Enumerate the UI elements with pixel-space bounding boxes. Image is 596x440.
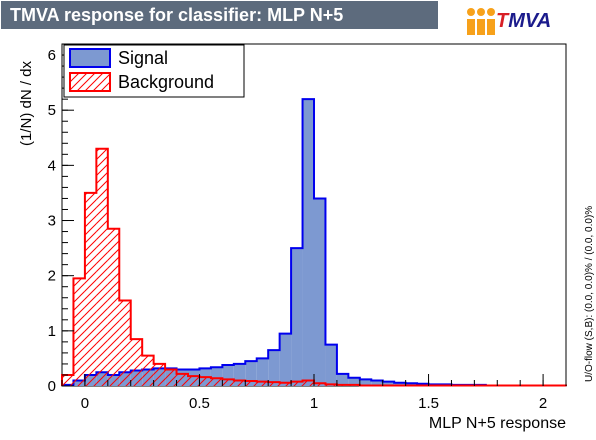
tmva-logo: TMVA	[466, 6, 566, 38]
y-axis-label: (1/N) dN / dx	[18, 60, 35, 146]
signal-bar-28	[382, 381, 395, 386]
background-bar-2	[84, 192, 97, 386]
background-bar-18	[268, 382, 280, 386]
x-tick-label-4: 2	[539, 395, 547, 412]
signal-bar-23	[325, 344, 337, 386]
y-tick-label-2: 2	[48, 268, 56, 285]
background-bar-7	[142, 355, 154, 386]
x-tick-label-1: 0.5	[189, 395, 210, 412]
signal-bar-20	[291, 248, 303, 386]
background-bar-13	[210, 378, 223, 386]
background-bar-15	[233, 380, 246, 386]
signal-bar-26	[359, 379, 372, 386]
background-bar-20	[291, 381, 303, 386]
background-bar-6	[130, 339, 143, 386]
signal-bar-13	[210, 367, 223, 386]
signal-bar-24	[336, 373, 349, 386]
background-bar-3	[96, 148, 108, 386]
background-bar-4	[107, 228, 120, 386]
background-outline	[61, 147, 567, 387]
chart-title: TMVA response for classifier: MLP N+5	[1, 1, 438, 29]
background-bar-1	[73, 278, 85, 386]
x-tick-label-2: 1	[310, 395, 318, 412]
overflow-note: U/O-flow (S,B): (0.0, 0.0)% / (0.0, 0.0)…	[584, 205, 595, 382]
background-bar-8	[153, 363, 166, 386]
signal-bar-25	[348, 377, 360, 386]
background-bar-22	[314, 383, 326, 386]
x-tick-label-3: 1.5	[418, 395, 439, 412]
tmva-logo-icon	[467, 8, 495, 35]
y-tick-label-4: 4	[48, 157, 56, 174]
legend-label-signal: Signal	[118, 48, 168, 68]
y-tick-label-0: 0	[48, 378, 56, 395]
background-bar-14	[222, 379, 234, 386]
background-bar-21	[302, 380, 314, 386]
background-bar-19	[279, 382, 292, 386]
background-bar-12	[199, 377, 211, 386]
background-bar-17	[256, 381, 269, 386]
y-tick-label-3: 3	[48, 213, 56, 230]
y-tick-label-1: 1	[48, 323, 56, 340]
signal-bar-29	[394, 382, 406, 386]
signal-bar-16	[245, 361, 257, 386]
signal-bar-18	[268, 350, 280, 386]
x-tick-label-0: 0	[81, 395, 89, 412]
y-tick-label-6: 6	[48, 47, 56, 64]
tmva-logo-text: TMVA	[496, 10, 552, 32]
signal-bar-27	[371, 380, 383, 386]
signal-bar-14	[222, 365, 234, 386]
legend-label-background: Background	[118, 72, 214, 92]
background-bar-0	[62, 374, 74, 386]
legend-swatch-signal	[69, 48, 111, 68]
x-axis-label: MLP N+5 response	[428, 415, 566, 432]
signal-bar-17	[256, 358, 269, 386]
signal-bar-22	[314, 198, 326, 386]
legend-swatch-background	[69, 72, 111, 92]
background-bar-11	[188, 376, 200, 386]
background-bar-5	[119, 300, 131, 386]
background-bar-9	[165, 369, 177, 386]
signal-bar-15	[233, 363, 246, 386]
background-bar-10	[176, 373, 188, 386]
background-bar-16	[245, 381, 257, 386]
signal-bar-19	[279, 333, 292, 386]
y-tick-label-5: 5	[48, 102, 56, 119]
signal-bar-21	[302, 99, 314, 387]
